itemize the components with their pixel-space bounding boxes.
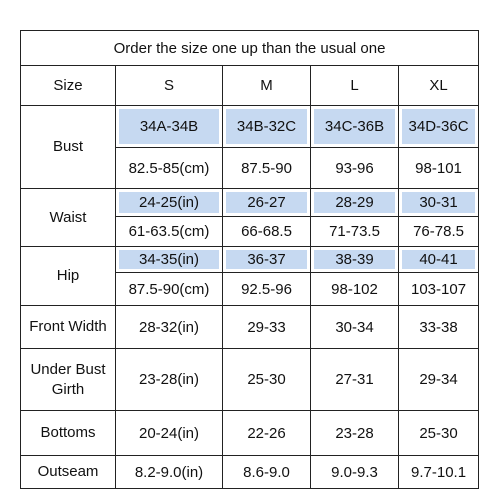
value-cell: 34A-34B: [115, 105, 223, 148]
value-cell: 38-39: [310, 246, 399, 273]
value-cell: 82.5-85(cm): [115, 147, 223, 189]
header-cell: Size: [20, 65, 116, 106]
value-cell: 92.5-96: [222, 272, 311, 306]
value-cell: 76-78.5: [397, 216, 480, 247]
value-cell: 98-102: [310, 272, 399, 306]
value-cell: 93-96: [310, 147, 399, 189]
value-cell: 30-34: [310, 305, 399, 349]
value-cell: 34C-36B: [310, 105, 399, 148]
value-cell: 87.5-90: [222, 147, 311, 189]
value-cell: 28-32(in): [115, 305, 223, 349]
value-cell: 34-35(in): [115, 246, 223, 273]
value-cell: 36-37: [222, 246, 311, 273]
value-cell: 24-25(in): [115, 188, 223, 217]
value-cell: 30-31: [397, 188, 480, 217]
row-label: Hip: [20, 246, 116, 306]
table-row: 87.5-90(cm) 92.5-96 98-102 103-107: [21, 272, 480, 306]
value-cell: 23-28: [310, 410, 399, 456]
table-row: Bust 34A-34B 34B-32C 34C-36B 34D-36C: [20, 105, 480, 189]
value-cell: 9.0-9.3: [310, 455, 399, 489]
table-row: Outseam 8.2-9.0(in) 8.6-9.0 9.0-9.3 9.7-10.1: [20, 455, 480, 489]
value-cell: 27-31: [310, 348, 399, 411]
table-row: Hip 34-35(in) 36-37 38-39 40-41: [20, 246, 480, 306]
value-cell: 71-73.5: [310, 216, 399, 247]
value-cell: 33-38: [397, 305, 480, 349]
table-row: 82.5-85(cm) 87.5-90 93-96 98-101: [21, 147, 480, 189]
row-label: Bottoms: [20, 410, 116, 456]
row-label: Waist: [20, 188, 116, 247]
table-title: Order the size one up than the usual one: [19, 30, 480, 66]
row-label: Bust: [20, 105, 116, 189]
value-cell: 8.2-9.0(in): [115, 455, 223, 489]
value-cell: 20-24(in): [115, 410, 223, 456]
row-label: Front Width: [20, 305, 116, 349]
value-cell: 34D-36C: [397, 105, 480, 148]
value-cell: 87.5-90(cm): [115, 272, 223, 306]
value-cell: 23-28(in): [115, 348, 223, 411]
row-label: Outseam: [20, 455, 116, 489]
value-cell: 98-101: [397, 147, 480, 189]
value-cell: 8.6-9.0: [222, 455, 311, 489]
value-cell: 26-27: [222, 188, 311, 217]
header-cell: M: [222, 65, 311, 106]
header-cell: L: [310, 65, 399, 106]
value-cell: 9.7-10.1: [397, 455, 480, 489]
table-row: Bottoms 20-24(in) 22-26 23-28 25-30: [20, 410, 480, 456]
value-cell: 103-107: [397, 272, 480, 306]
value-cell: 28-29: [310, 188, 399, 217]
table-row: 61-63.5(cm) 66-68.5 71-73.5 76-78.5: [21, 216, 480, 247]
table-row: Waist 24-25(in) 26-27 28-29 30-31: [20, 188, 480, 247]
value-cell: 25-30: [222, 348, 311, 411]
table-row: Under Bust Girth 23-28(in) 25-30 27-31 29-34: [20, 348, 480, 411]
value-cell: 22-26: [222, 410, 311, 456]
value-cell: 29-33: [222, 305, 311, 349]
value-cell: 40-41: [397, 246, 480, 273]
row-label: Under Bust Girth: [20, 348, 116, 411]
value-cell: 34B-32C: [222, 105, 311, 148]
header-row: Size S M L XL: [20, 65, 480, 106]
size-table: Order the size one up than the usual one…: [19, 30, 480, 489]
table-row: Front Width 28-32(in) 29-33 30-34 33-38: [20, 305, 480, 349]
value-cell: 66-68.5: [222, 216, 311, 247]
value-cell: 29-34: [397, 348, 480, 411]
value-cell: 61-63.5(cm): [115, 216, 223, 247]
value-cell: 25-30: [397, 410, 480, 456]
title-row: Order the size one up than the usual one: [19, 30, 480, 66]
header-cell: XL: [397, 65, 480, 106]
header-cell: S: [115, 65, 223, 106]
